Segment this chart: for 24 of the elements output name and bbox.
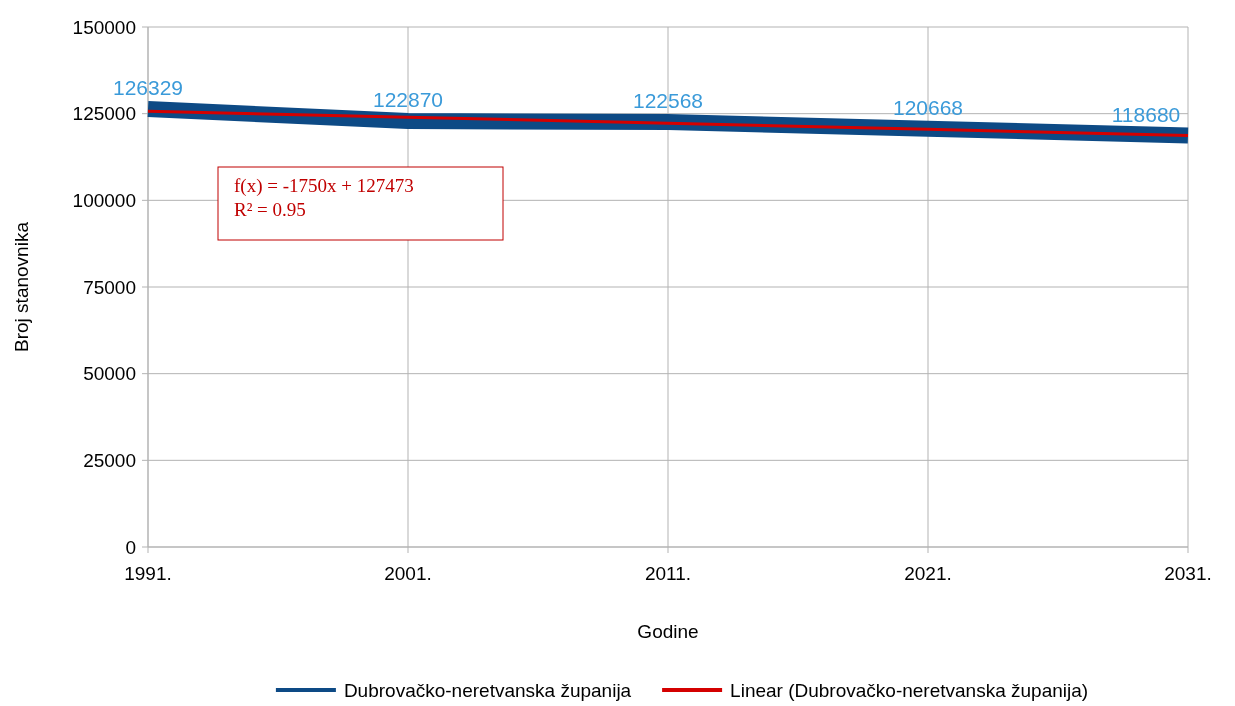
data-label: 118680	[1111, 102, 1181, 126]
legend-label: Linear (Dubrovačko-neretvanska županija)	[730, 679, 1089, 701]
y-tick-label: 0	[125, 536, 136, 558]
x-axis-title: Godine	[637, 621, 699, 642]
legend-label: Dubrovačko-neretvanska županija	[343, 679, 632, 701]
x-tick-label: 2011.	[644, 563, 692, 584]
annotation: R² = 0.95	[234, 199, 306, 220]
data-label: 120668	[892, 95, 964, 119]
x-tick-label: 2031.	[1164, 563, 1212, 584]
y-axis-title: Broj stanovnika	[11, 221, 32, 352]
y-tick-label: 100000	[72, 189, 136, 211]
equation-text-box: f(x) = -1750x + 127473 R² = 0.95	[217, 166, 504, 241]
x-tick-label: 2021.	[904, 563, 952, 584]
x-tick-label: 2001.	[384, 563, 432, 584]
data-label: 122568	[632, 89, 704, 113]
y-tick-label: 125000	[72, 103, 136, 125]
y-tick-label: 150000	[72, 16, 136, 38]
annotation: f(x) = -1750x + 127473	[234, 175, 414, 197]
x-tick-label: 1991.	[124, 563, 172, 584]
y-tick-label: 50000	[83, 363, 136, 385]
data-label: 126329	[112, 76, 184, 100]
y-tick-label: 75000	[83, 276, 136, 298]
y-tick-label: 25000	[83, 449, 136, 471]
data-label: 122870	[372, 88, 444, 112]
